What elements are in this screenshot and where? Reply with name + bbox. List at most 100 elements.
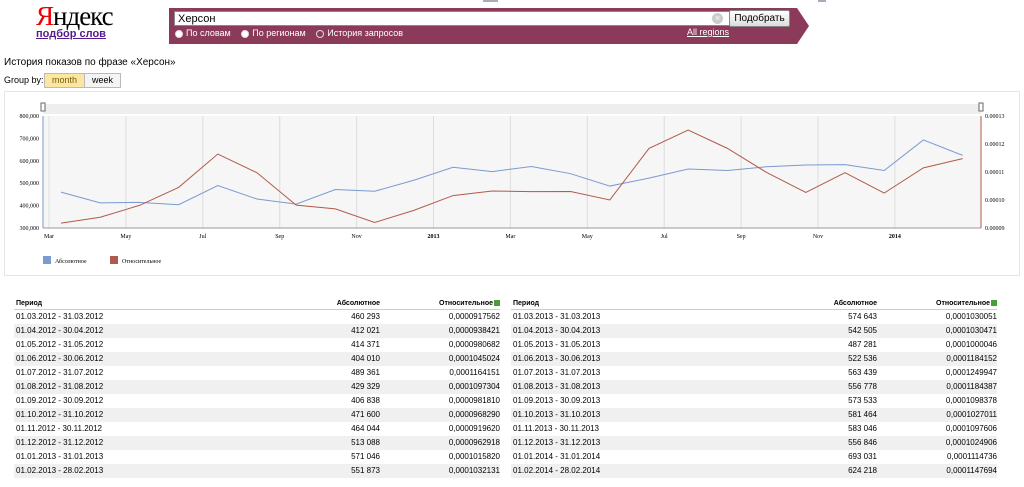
yandex-logo[interactable]: Яндекс подбор слов [36, 1, 114, 40]
cell-period: 01.10.2013 - 31.10.2013 [513, 410, 601, 419]
cell-relative: 0,0001164151 [449, 368, 500, 377]
table-row: 01.04.2013 - 30.04.2013 542 505 0,00010304… [511, 324, 997, 338]
cell-period: 01.12.2012 - 31.12.2012 [16, 438, 104, 447]
table-row: 01.09.2013 - 30.09.2013 573 533 0,00010983… [511, 394, 997, 408]
cell-period: 01.02.2014 - 28.02.2014 [513, 466, 601, 475]
cell-relative: 0,0001030051 [945, 312, 997, 321]
table-row: 01.08.2013 - 31.08.2013 556 778 0,00011843… [511, 380, 997, 394]
cell-relative: 0,0001045024 [448, 354, 500, 363]
cell-relative: 0,0001024906 [945, 438, 997, 447]
excel-icon[interactable] [494, 300, 500, 307]
table-row: 01.07.2013 - 31.07.2013 563 439 0,00012499… [511, 366, 997, 380]
table-header: Период Абсолютное Относительное [511, 298, 997, 310]
cell-period: 01.08.2013 - 31.08.2013 [513, 382, 601, 391]
cell-absolute: 581 464 [848, 410, 877, 419]
y-right-tick-label: 0.00010 [985, 198, 1005, 204]
table-row: 01.12.2012 - 31.12.2012 513 088 0,00009629… [14, 436, 500, 450]
table-row: 01.02.2014 - 28.02.2014 624 218 0,00011476… [511, 464, 997, 478]
y-left-tick-label: 800,000 [20, 114, 40, 120]
tab-week[interactable]: week [85, 73, 122, 88]
header-period: Период [16, 300, 43, 307]
y-right-tick-label: 0.00011 [985, 170, 1004, 176]
cell-relative: 0,0000917562 [448, 312, 500, 321]
cell-absolute: 460 293 [351, 312, 380, 321]
cell-absolute: 583 046 [848, 424, 877, 433]
cell-relative: 0,0001114736 [947, 452, 997, 461]
cell-period: 01.02.2013 - 28.02.2013 [16, 466, 104, 475]
table-row: 01.10.2013 - 31.10.2013 581 464 0,00010270… [511, 408, 997, 422]
table-header: Период Абсолютное Относительное [14, 298, 500, 310]
navigator-handle-right [978, 102, 984, 112]
table-row: 01.08.2012 - 31.08.2012 429 329 0,00010973… [14, 380, 500, 394]
cell-period: 01.05.2012 - 31.05.2012 [16, 340, 104, 349]
cell-relative: 0,0000938421 [448, 326, 500, 335]
cell-period: 01.12.2013 - 31.12.2013 [513, 438, 601, 447]
table-row: 01.10.2012 - 31.10.2012 471 600 0,00009682… [14, 408, 500, 422]
x-tick-label: Jul [661, 234, 668, 240]
y-left-tick-label: 300,000 [20, 226, 40, 232]
cell-relative: 0,0001098378 [945, 396, 997, 405]
cell-period: 01.11.2013 - 30.11.2013 [513, 424, 599, 433]
cell-period: 01.03.2012 - 31.03.2012 [16, 312, 104, 321]
table-row: 01.01.2013 - 31.01.2013 571 046 0,00010158… [14, 450, 500, 464]
radio-by-regions[interactable]: По регионам [241, 28, 306, 38]
cell-period: 01.01.2013 - 31.01.2013 [16, 452, 104, 461]
header-absolute: Абсолютное [336, 300, 380, 307]
x-tick-label: Nov [813, 234, 823, 240]
cell-absolute: 471 600 [351, 410, 380, 419]
submit-button[interactable]: Подобрать [729, 10, 790, 27]
clear-icon[interactable]: × [712, 13, 723, 24]
cell-relative: 0,0001097304 [448, 382, 500, 391]
table-row: 01.05.2013 - 31.05.2013 487 281 0,00010000… [511, 338, 997, 352]
y-left-tick-label: 700,000 [20, 136, 40, 142]
cell-period: 01.03.2013 - 31.03.2013 [513, 312, 601, 321]
x-tick-label: 2014 [889, 234, 901, 240]
cell-period: 01.09.2013 - 30.09.2013 [513, 396, 601, 405]
table-row: 01.03.2012 - 31.03.2012 460 293 0,00009175… [14, 310, 500, 324]
y-left-tick-label: 600,000 [20, 159, 40, 165]
cell-absolute: 406 838 [351, 396, 380, 405]
cell-absolute: 414 371 [351, 340, 380, 349]
y-left-tick-label: 400,000 [20, 204, 40, 210]
cell-absolute: 571 046 [351, 452, 380, 461]
all-regions-link[interactable]: All regions [687, 27, 730, 37]
cell-absolute: 556 778 [848, 382, 877, 391]
cell-relative: 0,0001027011 [946, 410, 997, 419]
x-tick-label: Jul [199, 234, 206, 240]
cell-period: 01.04.2013 - 30.04.2013 [513, 326, 601, 335]
cell-absolute: 412 021 [351, 326, 380, 335]
x-tick-label: Nov [351, 234, 361, 240]
cell-relative: 0,0001249947 [945, 368, 997, 377]
cell-relative: 0,0000980682 [448, 340, 500, 349]
x-tick-label: May [120, 234, 131, 240]
table-row: 01.12.2013 - 31.12.2013 556 846 0,00010249… [511, 436, 997, 450]
chart-panel: Mar May Jul Sep Nov 2013 Mar May Jul Sep Nov 2014 30… [4, 91, 1020, 276]
cell-relative: 0,0000968290 [448, 410, 500, 419]
logo-wordmark: Яндекс [36, 1, 114, 31]
x-tick-label: Mar [505, 234, 515, 240]
search-input[interactable]: Херсон [174, 11, 730, 26]
radio-history[interactable]: История запросов [316, 28, 403, 38]
excel-icon[interactable] [991, 300, 997, 307]
cell-absolute: 693 031 [848, 452, 877, 461]
header-relative: Относительное [380, 298, 500, 309]
tab-month[interactable]: month [44, 73, 86, 88]
cell-absolute: 573 533 [848, 396, 877, 405]
cell-absolute: 624 218 [848, 466, 877, 475]
cell-period: 01.06.2013 - 30.06.2013 [513, 354, 601, 363]
cell-absolute: 513 088 [351, 438, 380, 447]
cell-absolute: 563 439 [848, 368, 877, 377]
top-edge-mark [483, 0, 498, 2]
header-absolute: Абсолютное [833, 300, 877, 307]
service-link[interactable]: подбор слов [36, 28, 106, 40]
cell-relative: 0,0001030471 [945, 326, 997, 335]
table-row: 01.02.2013 - 28.02.2013 551 873 0,00010321… [14, 464, 500, 478]
radio-by-words[interactable]: По словам [175, 28, 231, 38]
table-left: Период Абсолютное Относительное 01.03.20… [14, 298, 500, 478]
search-mode-radios: По словам По регионам История запросов [175, 28, 411, 38]
cell-period: 01.10.2012 - 31.10.2012 [16, 410, 104, 419]
cell-period: 01.01.2014 - 31.01.2014 [513, 452, 601, 461]
cell-period: 01.11.2012 - 30.11.2012 [16, 424, 102, 433]
cell-relative: 0,0001000046 [945, 340, 997, 349]
cell-relative: 0,0001184152 [946, 354, 997, 363]
